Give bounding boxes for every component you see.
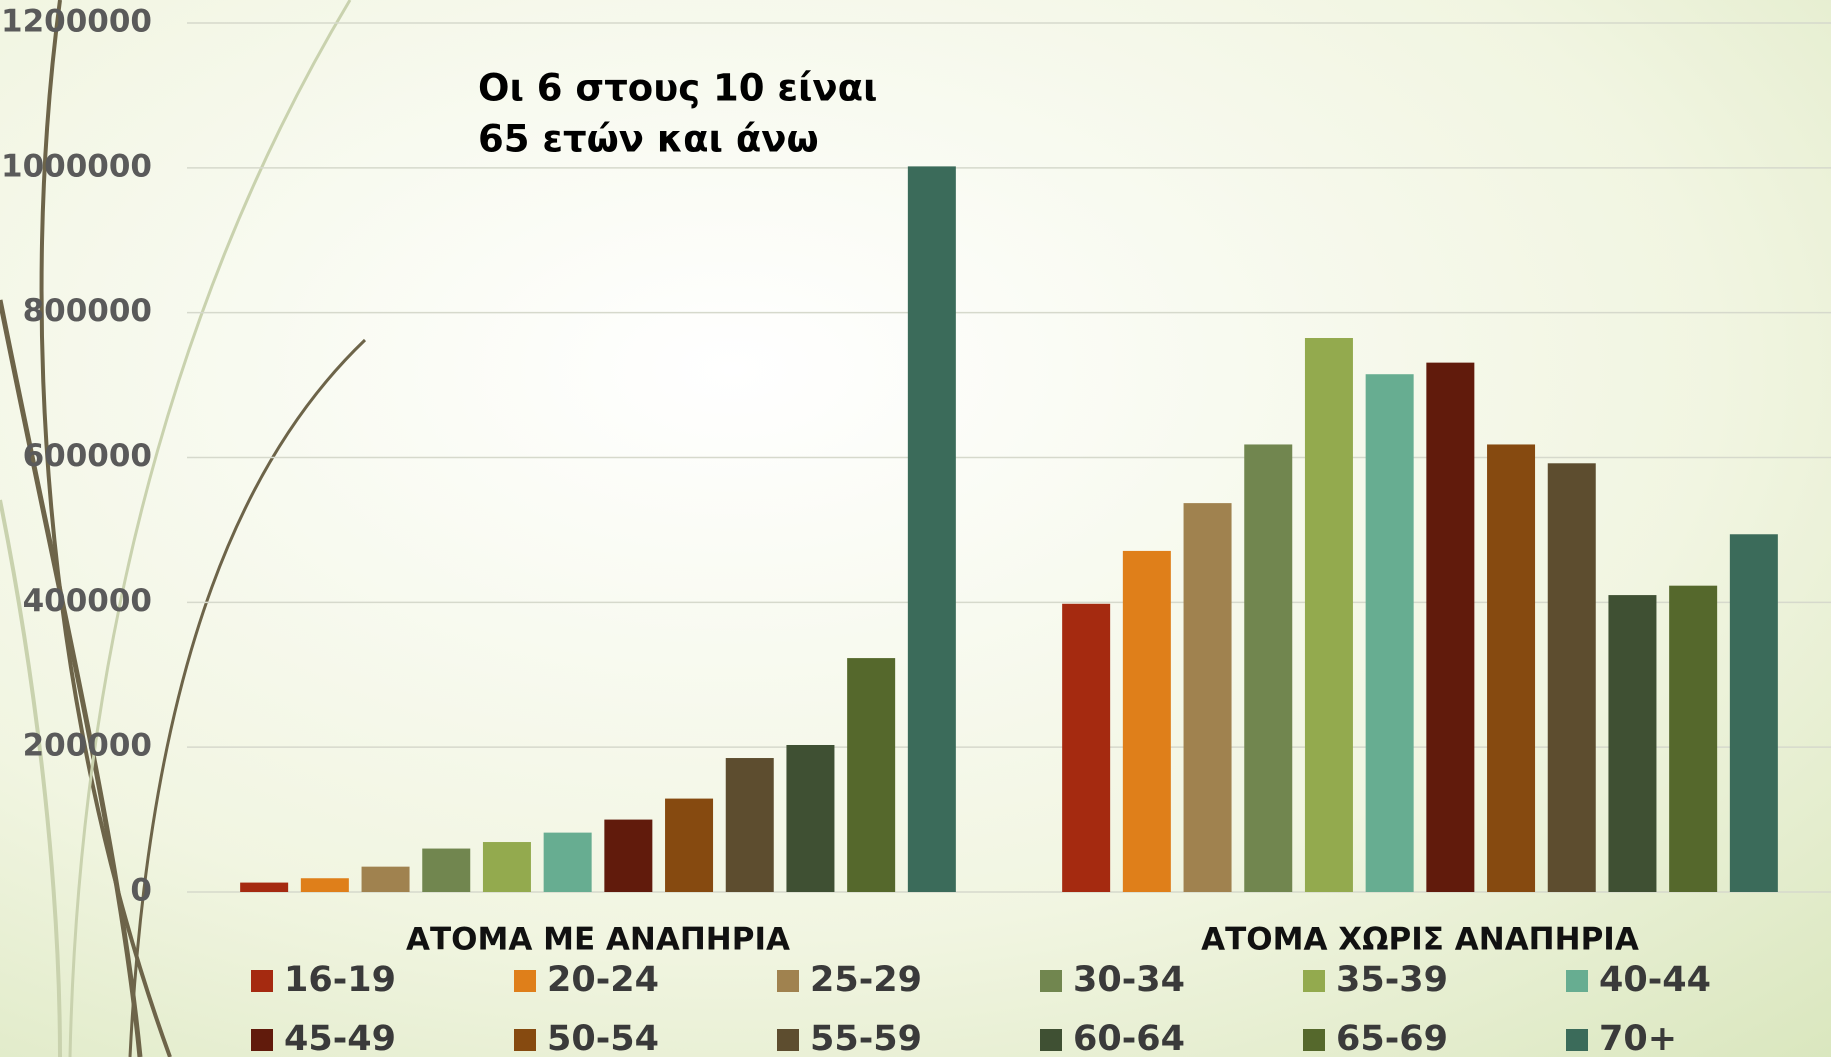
- legend-label: 40-44: [1599, 960, 1711, 1000]
- y-tick-label: 1000000: [1, 148, 152, 184]
- bar: [907, 166, 956, 892]
- legend-swatch: [514, 970, 536, 992]
- bar: [1487, 444, 1536, 892]
- bar: [240, 882, 289, 892]
- legend-swatch: [777, 1029, 799, 1051]
- legend-swatch: [1303, 970, 1325, 992]
- annotation: Οι 6 στους 10 είναι: [478, 67, 877, 110]
- legend-label: 25-29: [810, 960, 922, 1000]
- legend-label: 50-54: [547, 1019, 659, 1057]
- bar: [1608, 595, 1657, 892]
- legend-label: 30-34: [1073, 960, 1185, 1000]
- legend-label: 65-69: [1336, 1019, 1448, 1057]
- legend-label: 45-49: [284, 1019, 396, 1057]
- bar: [361, 866, 410, 892]
- bar: [422, 848, 471, 892]
- legend-label: 35-39: [1336, 960, 1448, 1000]
- bar: [543, 832, 592, 892]
- bar: [604, 819, 653, 892]
- x-tick-label: ΑΤΟΜΑ ΧΩΡΙΣ ΑΝΑΠΗΡΙΑ: [1201, 922, 1639, 958]
- legend-label: 70+: [1599, 1019, 1677, 1057]
- y-tick-label: 0: [130, 873, 152, 909]
- bar: [300, 878, 349, 892]
- legend-label: 20-24: [547, 960, 659, 1000]
- legend-swatch: [251, 970, 273, 992]
- annotation: 65 ετών και άνω: [478, 118, 819, 161]
- bar: [1426, 362, 1475, 892]
- y-tick-label: 1200000: [1, 4, 152, 40]
- bar: [1244, 444, 1293, 892]
- bar: [847, 658, 896, 892]
- legend-swatch: [251, 1029, 273, 1051]
- legend-swatch: [1303, 1029, 1325, 1051]
- bar: [1304, 338, 1353, 892]
- legend-swatch: [777, 970, 799, 992]
- x-tick-label: ΑΤΟΜΑ ΜΕ ΑΝΑΠΗΡΙΑ: [406, 922, 790, 958]
- y-tick-label: 600000: [23, 438, 152, 474]
- bar: [1547, 463, 1596, 892]
- bar: [1122, 550, 1171, 892]
- bar: [1183, 503, 1232, 892]
- legend-swatch: [1566, 1029, 1588, 1051]
- bar: [1062, 603, 1111, 892]
- legend-label: 16-19: [284, 960, 396, 1000]
- bar: [786, 744, 835, 892]
- y-tick-label: 800000: [23, 293, 152, 329]
- bar: [482, 842, 531, 892]
- bar: [1729, 534, 1778, 892]
- bar: [1669, 585, 1718, 892]
- legend-label: 60-64: [1073, 1019, 1185, 1057]
- legend-swatch: [1040, 970, 1062, 992]
- legend-label: 55-59: [810, 1019, 922, 1057]
- bar: [665, 798, 714, 892]
- bar: [725, 758, 774, 892]
- bar: [1365, 374, 1414, 892]
- legend-swatch: [514, 1029, 536, 1051]
- y-tick-label: 400000: [23, 583, 152, 619]
- y-tick-label: 200000: [23, 728, 152, 764]
- legend-swatch: [1566, 970, 1588, 992]
- legend-swatch: [1040, 1029, 1062, 1051]
- decoration: [0, 0, 367, 1057]
